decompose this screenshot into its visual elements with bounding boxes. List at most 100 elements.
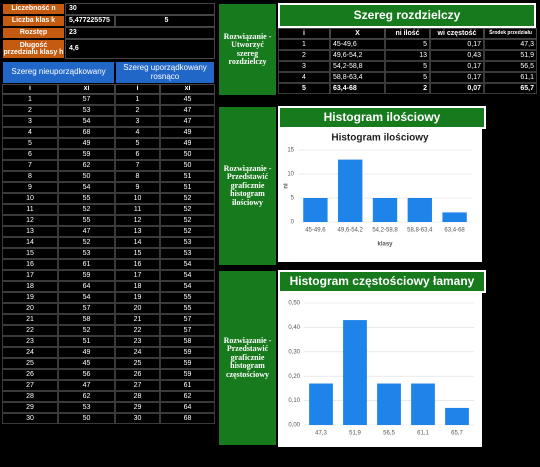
table-cell: 8: [2, 171, 58, 182]
table-cell: 49: [58, 138, 115, 149]
table-cell: 26: [115, 369, 160, 380]
param-label: Długość przedziału klasy h: [2, 39, 65, 59]
chart: Histogram ilościowy ni klasy 0 5 10 15 45-49,6 4…: [278, 128, 482, 262]
table-cell: 58,8-63,4: [330, 72, 385, 83]
table-cell: 59: [58, 149, 115, 160]
table-cell: 64: [58, 281, 115, 292]
table-cell: 16: [2, 259, 58, 270]
table-cell: 57: [58, 303, 115, 314]
table-cell: 54: [160, 281, 215, 292]
table-cell: 12: [2, 215, 58, 226]
section-title: Histogram częstościowy łamany: [278, 270, 486, 293]
column-header: xi: [160, 84, 215, 94]
x-axis-label: klasy: [377, 242, 393, 248]
table-cell: 47: [160, 116, 215, 127]
table-cell: 59: [160, 358, 215, 369]
y-tick-label: 0,10: [288, 398, 300, 404]
table-cell: 2: [2, 105, 58, 116]
table-cell: 14: [2, 237, 58, 248]
table-cell: 26: [2, 369, 58, 380]
table-cell: 53: [160, 248, 215, 259]
table-cell: 22: [2, 325, 58, 336]
table-cell: 30: [2, 413, 58, 424]
table-cell: 53: [58, 105, 115, 116]
table-cell: 64: [160, 402, 215, 413]
table-cell: 10: [2, 193, 58, 204]
column-header: ni ilość: [385, 28, 430, 39]
table-cell: 1: [278, 39, 330, 50]
table-cell: 52: [160, 226, 215, 237]
bar: [445, 407, 469, 425]
table-cell: 50: [160, 149, 215, 160]
table-cell: 13: [115, 226, 160, 237]
y-tick-label: 0,50: [288, 301, 300, 307]
table-cell: 0,07: [430, 83, 484, 94]
table-cell: 0,17: [430, 61, 484, 72]
table-cell: 3: [278, 61, 330, 72]
table-cell: 58: [58, 314, 115, 325]
table-cell: 7: [115, 160, 160, 171]
table-cell: 62: [58, 391, 115, 402]
table-cell: 6: [115, 149, 160, 160]
param-value: 5,477225575: [65, 15, 115, 27]
table-cell: 9: [115, 182, 160, 193]
table-cell: 5: [2, 138, 58, 149]
table-cell: 54: [160, 259, 215, 270]
note: Rozwiązanie - Utworzyć szereg rozdzielcz…: [218, 3, 277, 96]
bar: [309, 383, 333, 425]
table-cell: 5: [278, 83, 330, 94]
table-cell: 50: [58, 413, 115, 424]
table-cell: 23: [2, 336, 58, 347]
y-tick-label: 0: [291, 220, 295, 226]
table-cell: 9: [2, 182, 58, 193]
table-cell: 54: [58, 182, 115, 193]
note: Rozwiązanie - Przedstawić graficznie his…: [218, 270, 277, 446]
table-cell: 62: [160, 391, 215, 402]
bar: [411, 383, 435, 425]
table-cell: 17: [2, 270, 58, 281]
chart: 0,00 0,10 0,20 0,30 0,40 0,50 47,3 51,9 56,5 61,1…: [278, 293, 482, 447]
section-title: Histogram ilościowy: [278, 106, 486, 129]
table-cell: 16: [115, 259, 160, 270]
y-tick-label: 5: [291, 196, 295, 202]
table-cell: 5: [385, 72, 430, 83]
param-value: 4,6: [65, 39, 215, 59]
table-cell: 5: [385, 61, 430, 72]
table-cell: 54: [160, 270, 215, 281]
table-cell: 18: [2, 281, 58, 292]
table-cell: 52: [160, 193, 215, 204]
table-cell: 25: [2, 358, 58, 369]
bar: [407, 198, 432, 222]
y-tick-label: 10: [287, 172, 294, 178]
table-cell: 19: [2, 292, 58, 303]
y-tick-label: 0,30: [288, 349, 300, 355]
table-cell: 11: [115, 204, 160, 215]
x-tick-label: 54,2-58,8: [372, 228, 398, 234]
table-cell: 2: [385, 83, 430, 94]
table-cell: 28: [115, 391, 160, 402]
bar: [338, 159, 363, 222]
column-header: X: [330, 28, 385, 39]
table-cell: 4: [2, 127, 58, 138]
bar: [303, 198, 328, 222]
param-label: Liczebność n: [2, 3, 65, 15]
table-cell: 27: [115, 380, 160, 391]
table-cell: 0,43: [430, 50, 484, 61]
table-cell: 54: [58, 116, 115, 127]
table-cell: 53: [58, 402, 115, 413]
y-axis-label: ni: [284, 183, 290, 189]
table-cell: 20: [2, 303, 58, 314]
table-cell: 15: [115, 248, 160, 259]
x-tick-label: 47,3: [315, 431, 327, 437]
table-cell: 6: [2, 149, 58, 160]
column-header: i: [2, 84, 58, 94]
table-cell: 63,4-68: [330, 83, 385, 94]
table-cell: 5: [385, 39, 430, 50]
table-cell: 27: [2, 380, 58, 391]
table-cell: 3: [2, 116, 58, 127]
table-cell: 23: [115, 336, 160, 347]
table-cell: 45: [160, 94, 215, 105]
table-cell: 51: [58, 336, 115, 347]
table-cell: 19: [115, 292, 160, 303]
table-cell: 11: [2, 204, 58, 215]
